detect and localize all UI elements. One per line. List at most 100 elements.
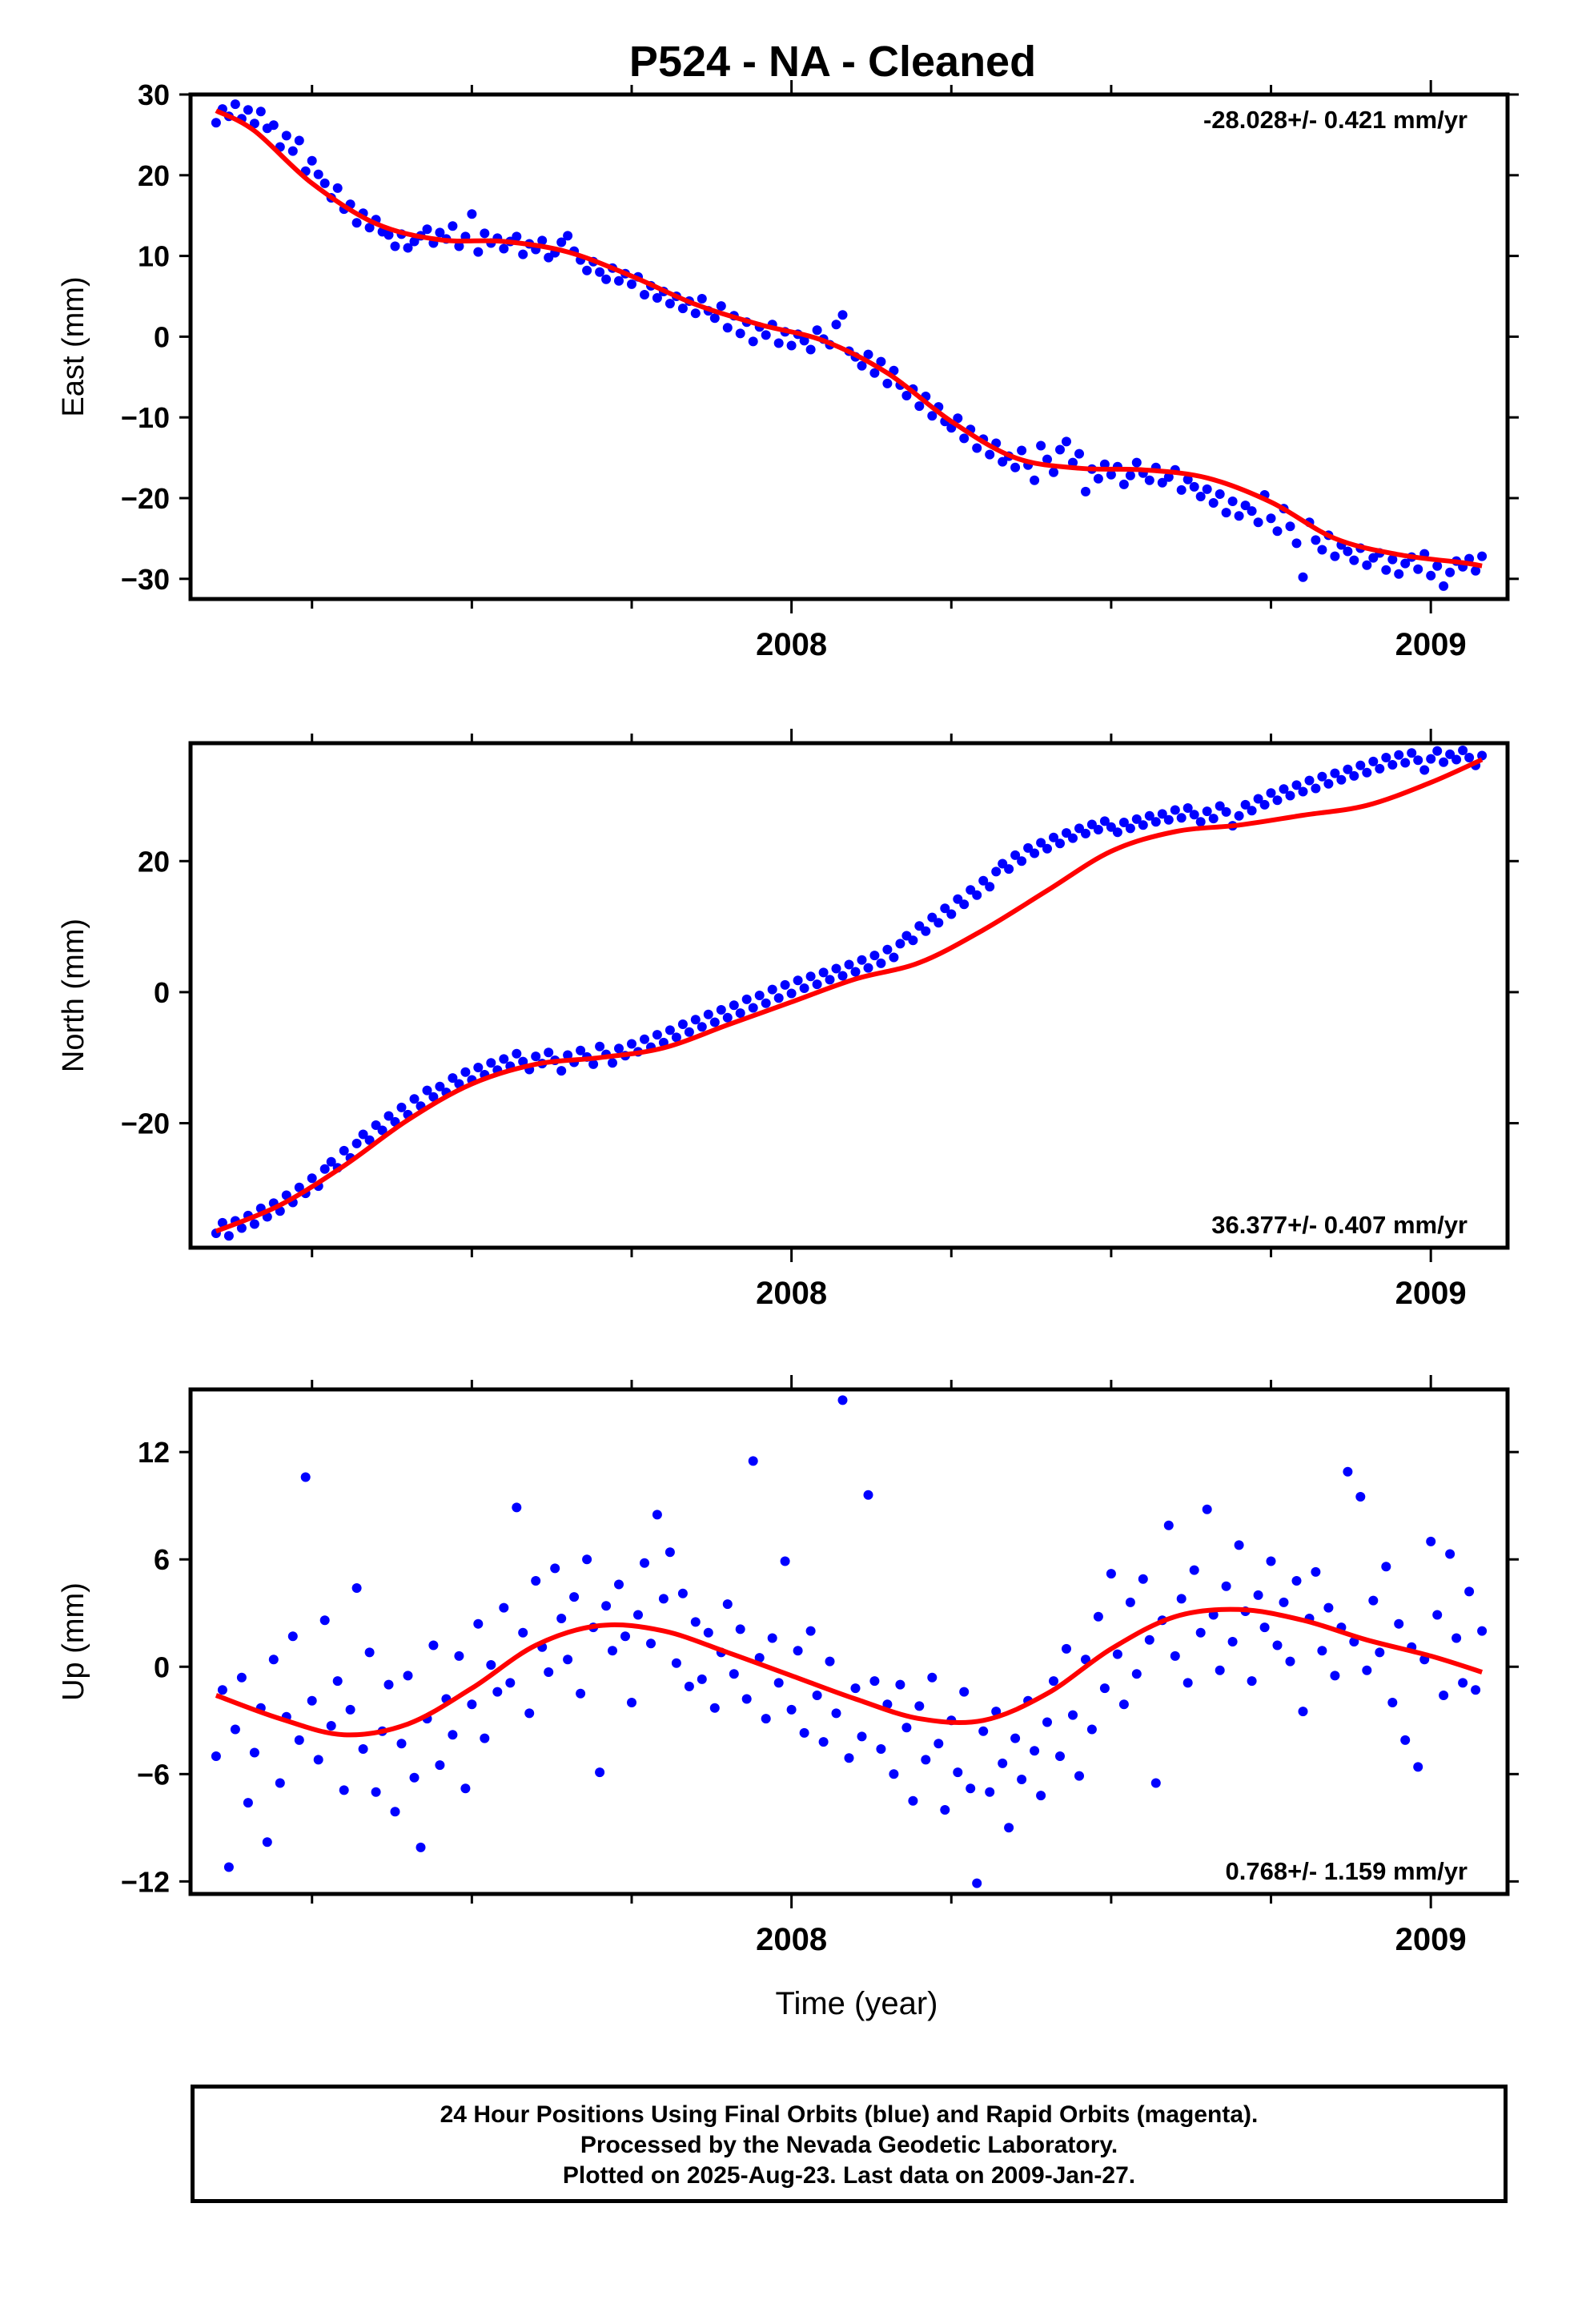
data-point — [658, 1594, 669, 1604]
data-point — [563, 1655, 573, 1665]
data-point — [1432, 746, 1443, 756]
data-point — [351, 218, 362, 228]
y-tick-label: 20 — [138, 159, 170, 192]
data-point — [640, 1558, 649, 1568]
data-point — [524, 1708, 535, 1719]
data-point — [633, 1610, 643, 1620]
y-tick-label: −20 — [121, 482, 170, 515]
data-point — [1285, 521, 1295, 532]
data-point — [812, 1691, 822, 1700]
data-point — [998, 1758, 1008, 1768]
data-point — [953, 894, 963, 904]
data-point — [1176, 485, 1186, 495]
data-point — [1049, 832, 1058, 842]
data-point — [531, 1051, 541, 1062]
data-point — [940, 1805, 950, 1815]
data-point — [569, 1592, 580, 1602]
data-point — [275, 1778, 285, 1788]
data-point — [249, 1219, 259, 1229]
data-point — [684, 1027, 694, 1037]
data-point — [863, 963, 873, 973]
data-point — [1381, 1562, 1391, 1572]
x-tick-label: 2009 — [1395, 1922, 1467, 1957]
data-point — [1234, 511, 1244, 521]
data-point — [1272, 795, 1283, 806]
data-point — [761, 330, 771, 340]
data-point — [946, 909, 957, 919]
data-point — [697, 1022, 707, 1032]
data-point — [690, 308, 701, 319]
data-point — [786, 340, 797, 351]
data-point — [677, 1019, 688, 1029]
data-point — [1317, 771, 1327, 782]
y-tick-label: 10 — [138, 240, 170, 273]
data-point — [665, 1547, 675, 1558]
data-point — [1010, 850, 1021, 860]
data-point — [1017, 856, 1027, 866]
data-point — [1452, 1633, 1462, 1643]
y-tick-label: 0 — [154, 320, 170, 353]
data-point — [223, 1862, 234, 1872]
data-point — [1458, 1678, 1468, 1688]
data-point — [1298, 1707, 1308, 1717]
data-point — [1068, 833, 1078, 843]
data-point — [1144, 475, 1154, 485]
data-point — [422, 224, 432, 235]
data-point — [1323, 778, 1334, 789]
data-point — [671, 1658, 681, 1668]
data-point — [345, 1704, 355, 1715]
data-point — [473, 247, 484, 257]
data-point — [499, 1602, 509, 1613]
data-point — [1381, 753, 1391, 762]
data-point — [1055, 1751, 1065, 1761]
data-point — [767, 984, 777, 995]
data-point — [1362, 1665, 1372, 1675]
data-point — [786, 988, 797, 999]
data-point — [703, 1009, 713, 1019]
data-point — [422, 1085, 432, 1096]
data-point — [1131, 457, 1142, 468]
data-point — [1221, 508, 1231, 518]
data-point — [1336, 774, 1347, 785]
data-point — [403, 243, 413, 253]
data-point — [614, 1043, 624, 1054]
data-point — [901, 391, 912, 400]
data-point — [1240, 501, 1251, 511]
y-tick-label: −20 — [121, 1108, 170, 1140]
y-tick-label: 20 — [138, 845, 170, 878]
data-point — [1176, 1594, 1186, 1604]
data-point — [1157, 809, 1167, 819]
data-point — [1068, 1710, 1078, 1720]
data-point — [339, 1785, 349, 1795]
data-point — [1049, 1676, 1058, 1687]
data-point — [927, 1672, 938, 1683]
data-point — [882, 378, 893, 388]
data-point — [332, 1676, 343, 1687]
data-point — [1317, 1646, 1327, 1656]
data-point — [818, 1737, 829, 1747]
data-point — [1343, 764, 1353, 774]
data-point — [1221, 806, 1231, 817]
data-point — [869, 951, 880, 961]
data-point — [1062, 1643, 1071, 1654]
data-point — [1259, 799, 1270, 810]
data-point — [326, 1156, 336, 1167]
data-point — [1163, 814, 1174, 825]
y-tick-label: 6 — [154, 1543, 170, 1576]
data-point — [914, 401, 925, 412]
data-point — [1259, 1622, 1270, 1633]
data-point — [460, 1783, 471, 1794]
data-points — [211, 1395, 1488, 1888]
data-point — [1004, 864, 1014, 875]
data-point — [1215, 489, 1225, 499]
data-point — [754, 991, 765, 1000]
data-point — [722, 323, 733, 333]
data-point — [409, 236, 420, 247]
y-tick-label: 12 — [138, 1436, 170, 1469]
x-tick-label: 2008 — [756, 1922, 827, 1957]
y-tick-label: −30 — [121, 563, 170, 596]
data-point — [1004, 1823, 1014, 1833]
data-point — [761, 1714, 771, 1724]
data-point — [383, 230, 394, 240]
data-point — [697, 294, 707, 304]
